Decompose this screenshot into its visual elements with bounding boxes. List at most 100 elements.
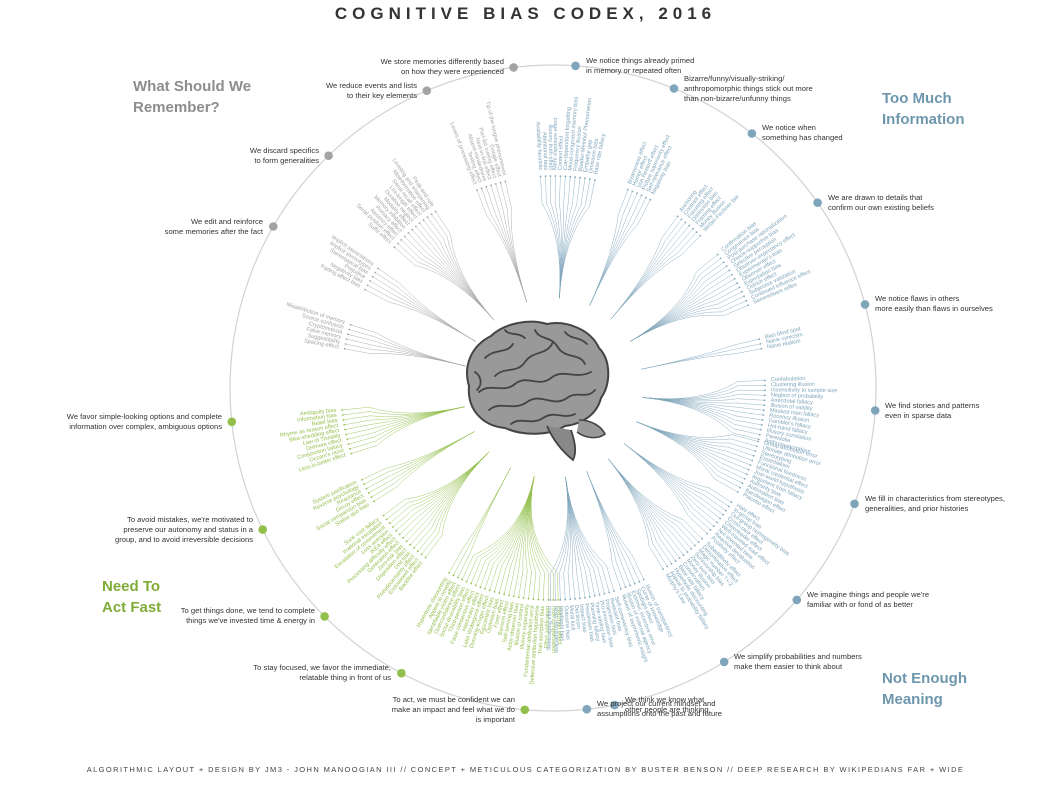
branch-line bbox=[642, 385, 766, 400]
bias-node bbox=[760, 424, 763, 426]
branch-line bbox=[565, 477, 605, 594]
bias-node bbox=[593, 595, 596, 597]
branch-line bbox=[344, 348, 466, 367]
bias-node bbox=[349, 448, 351, 450]
bias-node bbox=[367, 492, 370, 494]
group-description: We notice flaws in others more easily tha… bbox=[875, 294, 993, 314]
bias-node bbox=[480, 187, 483, 190]
branch-line bbox=[642, 380, 765, 399]
group-description-line: We store memories differently based bbox=[380, 57, 504, 66]
bias-node bbox=[403, 235, 406, 238]
group-description-line: something has changed bbox=[762, 133, 843, 142]
group-dot bbox=[320, 612, 329, 621]
bias-node bbox=[699, 234, 702, 237]
bias-node bbox=[539, 175, 542, 178]
page-title: COGNITIVE BIAS CODEX, 2016 bbox=[334, 4, 717, 23]
branch-line bbox=[484, 475, 535, 589]
bias-node bbox=[739, 486, 741, 489]
group-dot bbox=[870, 406, 880, 415]
bias-node bbox=[640, 194, 643, 197]
group-description-line: assumptions onto the past and future bbox=[597, 709, 722, 718]
branch-line bbox=[610, 231, 697, 320]
group-dot bbox=[397, 668, 406, 678]
branch-line bbox=[505, 181, 527, 302]
group-description-line: We fill in characteristics from stereoty… bbox=[865, 494, 1005, 503]
branch-line bbox=[623, 443, 708, 534]
bias-node bbox=[341, 414, 344, 416]
bias-label: Recency illusion bbox=[769, 413, 810, 424]
bias-node bbox=[564, 175, 567, 178]
bias-node bbox=[680, 218, 683, 221]
bias-node bbox=[624, 586, 627, 589]
branch-line bbox=[425, 451, 490, 558]
bias-node bbox=[490, 184, 492, 187]
bias-node bbox=[733, 277, 736, 280]
bias-node bbox=[697, 541, 700, 543]
group-dot bbox=[324, 151, 333, 160]
branch-line bbox=[636, 421, 754, 457]
bias-node bbox=[392, 526, 394, 528]
branch-line bbox=[642, 397, 760, 435]
branch-line bbox=[545, 176, 561, 299]
group-description-line: confirm our own existing beliefs bbox=[828, 203, 934, 212]
branch-line bbox=[589, 199, 651, 306]
category-what-should-we-remember: What Should We Remember? bbox=[133, 76, 251, 118]
bias-node bbox=[344, 343, 347, 345]
group-dot bbox=[571, 61, 580, 71]
bias-node bbox=[588, 595, 591, 598]
bias-node bbox=[549, 599, 552, 601]
bias-node bbox=[701, 537, 703, 540]
group-description-line: relatable thing in front of us bbox=[299, 673, 391, 682]
group-description-line: familiar with or fond of as better bbox=[807, 600, 913, 609]
group-dot bbox=[813, 198, 822, 207]
bias-node bbox=[554, 599, 557, 601]
bias-node bbox=[374, 271, 377, 274]
group-description-line: things we've invested time & energy in bbox=[186, 616, 315, 625]
branch-line bbox=[610, 219, 682, 320]
group-description-line: To stay focused, we favor the immediate, bbox=[253, 663, 391, 672]
bias-node bbox=[629, 584, 631, 587]
bias-node bbox=[642, 578, 645, 581]
bias-node bbox=[686, 551, 689, 553]
bias-node bbox=[754, 450, 757, 452]
branch-line bbox=[586, 471, 622, 589]
bias-node bbox=[474, 584, 477, 587]
group-description-line: more easily than flaws in ourselves bbox=[875, 304, 993, 313]
bias-node bbox=[343, 347, 346, 350]
branch-line bbox=[608, 458, 668, 567]
bias-label: Masked man fallacy bbox=[769, 408, 819, 419]
group-dot bbox=[792, 595, 802, 605]
bias-node bbox=[347, 443, 350, 445]
group-description: We are drawn to details that confirm our … bbox=[828, 193, 934, 213]
bias-node bbox=[584, 177, 586, 180]
bias-node bbox=[484, 587, 486, 590]
bias-node bbox=[343, 423, 346, 426]
bias-node bbox=[413, 547, 415, 549]
branch-line bbox=[365, 289, 477, 342]
branch-line bbox=[373, 431, 475, 502]
bias-node bbox=[397, 242, 399, 245]
branch-line bbox=[394, 247, 495, 321]
branch-line bbox=[640, 348, 762, 370]
bias-label: Insensitivity to sample size bbox=[771, 387, 837, 394]
bias-node bbox=[719, 257, 722, 260]
category-line: Remember? bbox=[133, 99, 220, 116]
bias-label: Moral luck bbox=[568, 605, 576, 631]
bias-label: Outcome bias bbox=[563, 605, 571, 640]
bias-node bbox=[370, 496, 373, 499]
group-description: To avoid mistakes, we're motivated to pre… bbox=[115, 515, 253, 545]
branch-lines bbox=[341, 175, 766, 601]
bias-node bbox=[409, 543, 412, 546]
group-description: We store memories differently based on ho… bbox=[381, 57, 504, 77]
branch-line bbox=[629, 254, 718, 342]
group-dot bbox=[610, 700, 619, 710]
bias-label: Availability heuristic bbox=[534, 122, 543, 171]
bias-node bbox=[424, 556, 427, 559]
bias-node bbox=[674, 560, 677, 562]
bias-label: Mere exposure effect bbox=[553, 117, 560, 170]
branch-line bbox=[377, 268, 477, 342]
bias-node bbox=[682, 554, 685, 556]
bias-node bbox=[350, 452, 353, 455]
group-description-line: some memories after the fact bbox=[164, 227, 263, 236]
bias-label: Pessimism bias bbox=[583, 603, 595, 643]
